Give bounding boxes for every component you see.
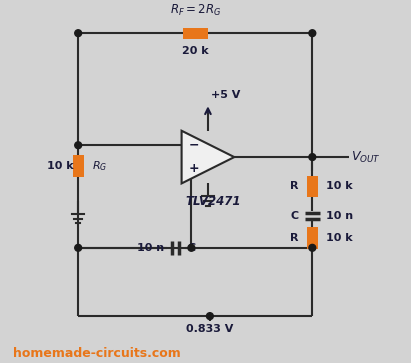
Bar: [307, 227, 318, 249]
Text: C: C: [291, 211, 299, 221]
Text: 10 n: 10 n: [326, 211, 353, 221]
Text: −: −: [188, 139, 199, 152]
Bar: [307, 176, 318, 197]
Circle shape: [309, 244, 316, 251]
Circle shape: [188, 244, 195, 251]
Text: 20 k: 20 k: [182, 46, 208, 56]
Text: R: R: [290, 182, 299, 191]
Text: 10 n: 10 n: [137, 243, 164, 253]
Text: C: C: [187, 243, 196, 253]
Text: $R_G$: $R_G$: [92, 159, 107, 173]
Circle shape: [75, 142, 82, 148]
Circle shape: [206, 313, 213, 319]
Text: homemade-circuits.com: homemade-circuits.com: [13, 347, 180, 360]
Text: +: +: [188, 162, 199, 175]
Bar: [73, 155, 83, 176]
Text: 10 k: 10 k: [326, 182, 353, 191]
Polygon shape: [182, 131, 234, 183]
Circle shape: [309, 154, 316, 160]
Bar: [182, 28, 208, 38]
Text: 0.833 V: 0.833 V: [186, 324, 233, 334]
Circle shape: [309, 30, 316, 37]
Text: TLV2471: TLV2471: [185, 195, 241, 208]
Circle shape: [75, 244, 82, 251]
Circle shape: [75, 30, 82, 37]
Text: 10 k: 10 k: [326, 233, 353, 243]
Text: $V_{OUT}$: $V_{OUT}$: [351, 150, 381, 165]
Text: R: R: [290, 233, 299, 243]
Text: +5 V: +5 V: [211, 90, 240, 101]
Text: $R_F = 2R_G$: $R_F = 2R_G$: [170, 3, 221, 17]
Text: 10 k: 10 k: [47, 161, 73, 171]
